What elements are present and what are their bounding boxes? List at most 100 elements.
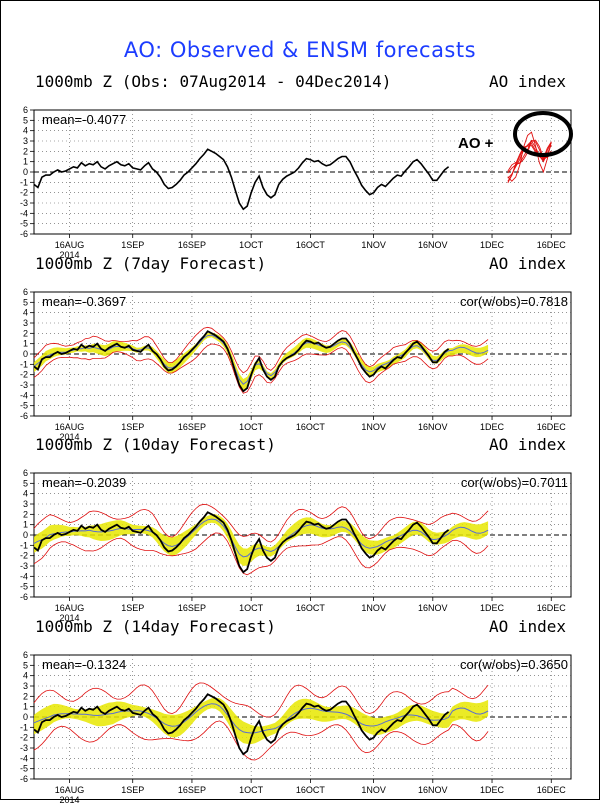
y-tick-label: 6 bbox=[23, 650, 28, 660]
y-tick-label: 5 bbox=[23, 115, 28, 125]
mean-label: mean=-0.1324 bbox=[42, 657, 126, 672]
panel-index-label: AO index bbox=[488, 435, 566, 454]
y-tick-label: -3 bbox=[20, 561, 28, 571]
observed-line bbox=[33, 330, 450, 393]
panel-14day-forecast: 1000mb Z (14day Forecast) AO index -6 -5-… bbox=[0, 617, 600, 809]
y-tick-label: 3 bbox=[23, 681, 28, 691]
panel-title: 1000mb Z (10day Forecast) bbox=[35, 435, 276, 454]
member-lower-line bbox=[33, 720, 489, 761]
y-tick-label: -5 bbox=[20, 219, 28, 229]
x-tick-label: 16AUG bbox=[55, 603, 85, 613]
spread-band bbox=[34, 697, 489, 745]
panel-title: 1000mb Z (7day Forecast) bbox=[35, 254, 267, 273]
y-tick-label: 1 bbox=[23, 157, 28, 167]
y-tick-label: 3 bbox=[23, 318, 28, 328]
x-tick-label: 16DEC bbox=[537, 785, 567, 795]
y-tick-label: 6 bbox=[23, 287, 28, 297]
member-upper-line bbox=[33, 326, 489, 374]
x-tick-label: 1DEC bbox=[480, 422, 505, 432]
y-tick-label: -1 bbox=[20, 359, 28, 369]
y-tick-label: 4 bbox=[23, 126, 28, 136]
ensemble-mean-line bbox=[33, 703, 489, 734]
y-tick-label: -6 bbox=[20, 229, 28, 239]
y-tick-label: 0 bbox=[23, 349, 28, 359]
observed-line bbox=[33, 148, 450, 211]
mean-label: mean=-0.2039 bbox=[42, 475, 126, 490]
y-tick-label: 2 bbox=[23, 146, 28, 156]
x-tick-label: 1NOV bbox=[361, 785, 386, 795]
x-tick-label: 1DEC bbox=[480, 785, 505, 795]
y-tick-label: 1 bbox=[23, 520, 28, 530]
x-tick-label: 1OCT bbox=[239, 603, 264, 613]
cor-label: cor(w/obs)=0.3650 bbox=[460, 657, 568, 672]
y-tick-label: -5 bbox=[20, 401, 28, 411]
spread-band bbox=[34, 332, 489, 390]
year-label: 2014 bbox=[60, 432, 80, 442]
cor-label: cor(w/obs)=0.7011 bbox=[461, 475, 568, 490]
observed-line bbox=[33, 511, 450, 574]
y-tick-label: -6 bbox=[20, 411, 28, 421]
y-tick-label: -2 bbox=[20, 551, 28, 561]
observed-line bbox=[33, 693, 450, 756]
panel-title: 1000mb Z (Obs: 07Aug2014 - 04Dec2014) bbox=[35, 72, 392, 91]
y-tick-label: 2 bbox=[23, 691, 28, 701]
y-tick-label: 6 bbox=[23, 105, 28, 115]
y-tick-label: -2 bbox=[20, 733, 28, 743]
panel-index-label: AO index bbox=[488, 254, 566, 273]
y-tick-label: -2 bbox=[20, 370, 28, 380]
y-tick-label: -4 bbox=[20, 208, 28, 218]
year-label: 2014 bbox=[60, 795, 80, 805]
x-tick-label: 16DEC bbox=[537, 422, 567, 432]
year-label: 2014 bbox=[60, 250, 80, 260]
x-tick-label: 16OCT bbox=[296, 240, 326, 250]
y-tick-label: -2 bbox=[20, 188, 28, 198]
panel-index-label: AO index bbox=[488, 617, 566, 636]
x-tick-label: 16NOV bbox=[418, 785, 448, 795]
y-tick-label: -3 bbox=[20, 198, 28, 208]
member-line bbox=[507, 131, 552, 182]
panel-index-label: AO index bbox=[488, 72, 566, 91]
y-tick-label: 1 bbox=[23, 702, 28, 712]
y-tick-label: -3 bbox=[20, 380, 28, 390]
ensemble-mean-line bbox=[33, 518, 489, 558]
x-tick-label: 16OCT bbox=[296, 422, 326, 432]
y-tick-label: 6 bbox=[23, 468, 28, 478]
y-tick-label: 4 bbox=[23, 489, 28, 499]
x-tick-label: 1OCT bbox=[239, 422, 264, 432]
x-tick-label: 16AUG bbox=[55, 422, 85, 432]
y-tick-label: 5 bbox=[23, 660, 28, 670]
x-tick-label: 1SEP bbox=[121, 240, 144, 250]
member-lower-line bbox=[33, 343, 489, 394]
x-tick-label: 16SEP bbox=[178, 240, 206, 250]
panel-7day-forecast: 1000mb Z (7day Forecast) AO index -6 -5 -4… bbox=[0, 254, 600, 446]
mean-label: mean=-0.3697 bbox=[42, 294, 126, 309]
x-tick-label: 16NOV bbox=[418, 603, 448, 613]
y-tick-label: 0 bbox=[23, 167, 28, 177]
y-tick-label: 5 bbox=[23, 478, 28, 488]
y-tick-label: 4 bbox=[23, 671, 28, 681]
y-tick-label: -6 bbox=[20, 592, 28, 602]
y-tick-label: -1 bbox=[20, 540, 28, 550]
x-tick-label: 16NOV bbox=[418, 240, 448, 250]
y-tick-label: -3 bbox=[20, 743, 28, 753]
x-tick-label: 16OCT bbox=[296, 785, 326, 795]
x-tick-label: 16AUG bbox=[55, 785, 85, 795]
y-tick-label: 3 bbox=[23, 499, 28, 509]
y-tick-label: 2 bbox=[23, 509, 28, 519]
annotation-label: AO + bbox=[458, 135, 494, 152]
y-tick-label: -5 bbox=[20, 764, 28, 774]
figure-title: AO: Observed & ENSM forecasts bbox=[123, 38, 477, 62]
member-lower-line bbox=[33, 532, 489, 576]
year-label: 2014 bbox=[60, 613, 80, 623]
y-tick-label: -6 bbox=[20, 774, 28, 784]
x-tick-label: 16SEP bbox=[178, 603, 206, 613]
panel-observed: 1000mb Z (Obs: 07Aug2014 - 04Dec2014) AO… bbox=[0, 72, 600, 264]
y-tick-label: 1 bbox=[23, 339, 28, 349]
x-tick-label: 16NOV bbox=[418, 422, 448, 432]
x-tick-label: 16SEP bbox=[178, 785, 206, 795]
x-tick-label: 16SEP bbox=[178, 422, 206, 432]
x-tick-label: 1NOV bbox=[361, 422, 386, 432]
